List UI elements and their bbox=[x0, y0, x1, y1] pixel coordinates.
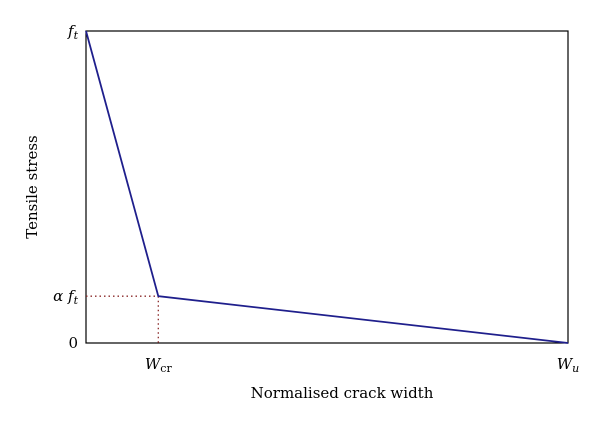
series-group bbox=[85, 30, 569, 344]
series-line-0 bbox=[85, 30, 569, 344]
guide-lines bbox=[86, 295, 159, 343]
x-tick-label-0: Wcr bbox=[145, 355, 173, 375]
x-tick-labels: Wcr Wu bbox=[145, 355, 579, 375]
y-axis-title: Tensile stress bbox=[23, 135, 41, 238]
x-tick-label-1: Wu bbox=[557, 355, 580, 375]
y-tick-label-0: 0 bbox=[68, 334, 78, 352]
x-axis-title: Normalised crack width bbox=[251, 384, 434, 402]
y-tick-label-1: α ft bbox=[53, 287, 78, 307]
y-tick-label-2: ft bbox=[67, 22, 79, 42]
y-tick-labels: 0 α ft ft bbox=[53, 22, 78, 352]
plot-frame bbox=[85, 30, 569, 344]
